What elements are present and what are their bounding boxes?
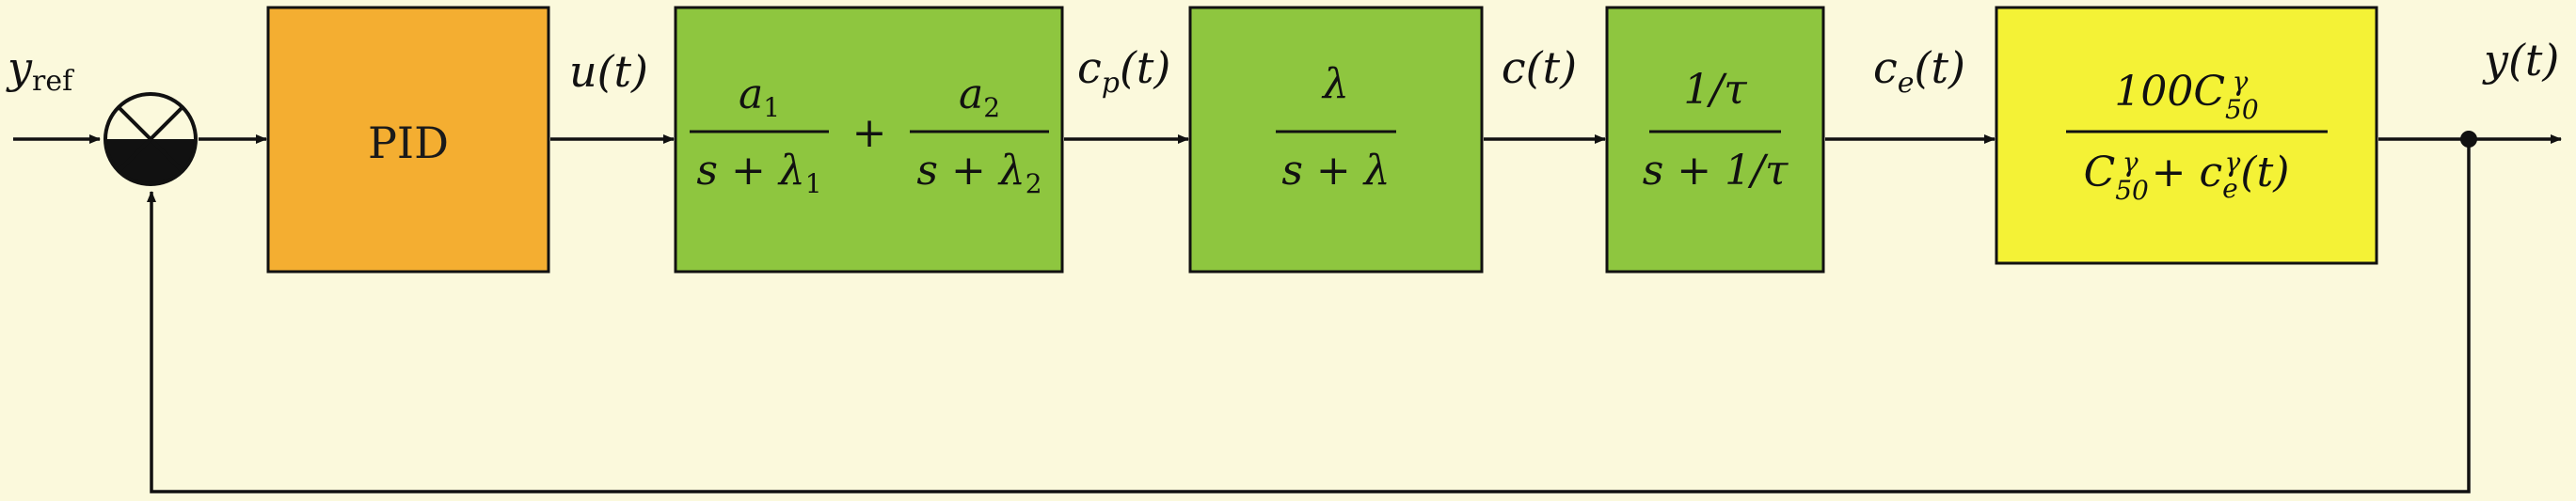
svg-text:100C50γ: 100C50γ [2114, 66, 2258, 125]
svg-text:a1: a1 [739, 70, 780, 123]
svg-text:s + λ1: s + λ1 [696, 147, 821, 199]
hill-formula: 100C50γ C50γ + ceγ(t) [2066, 66, 2328, 206]
svg-text:λ: λ [1321, 60, 1349, 108]
svg-text:s + 1/τ: s + 1/τ [1643, 147, 1789, 195]
effect-delay-block [1605, 6, 1825, 274]
hill-block [1995, 6, 2378, 265]
branch-point [2460, 131, 2477, 148]
concentration-signal-label: c(t) [1502, 42, 1577, 93]
summing-junction [103, 92, 198, 186]
pid-label: PID [368, 117, 449, 168]
feedback-wire [147, 139, 2471, 493]
output-signal-label: y(t) [2482, 35, 2559, 86]
first-order-block [1188, 6, 1484, 274]
svg-text:1/τ: 1/τ [1683, 66, 1747, 114]
first-order-formula: λ s + λ [1276, 60, 1396, 195]
effect-site-signal-label: ce(t) [1873, 42, 1965, 100]
svg-text:s + λ2: s + λ2 [916, 147, 1042, 199]
reference-label: yref [6, 42, 74, 98]
svg-text:s + λ: s + λ [1281, 147, 1390, 195]
control-signal-label: u(t) [569, 46, 648, 97]
effect-delay-formula: 1/τ s + 1/τ [1643, 66, 1789, 195]
two-compartment-formula: a1 s + λ1 + a2 s + λ2 [690, 70, 1049, 199]
pid-block [266, 6, 550, 274]
svg-text:C50γ + ceγ(t): C50γ + ceγ(t) [2084, 147, 2290, 206]
svg-text:+: + [852, 109, 887, 157]
svg-text:a2: a2 [959, 70, 1000, 123]
two-compartment-block [674, 6, 1064, 274]
plasma-signal-label: cp(t) [1077, 42, 1170, 100]
